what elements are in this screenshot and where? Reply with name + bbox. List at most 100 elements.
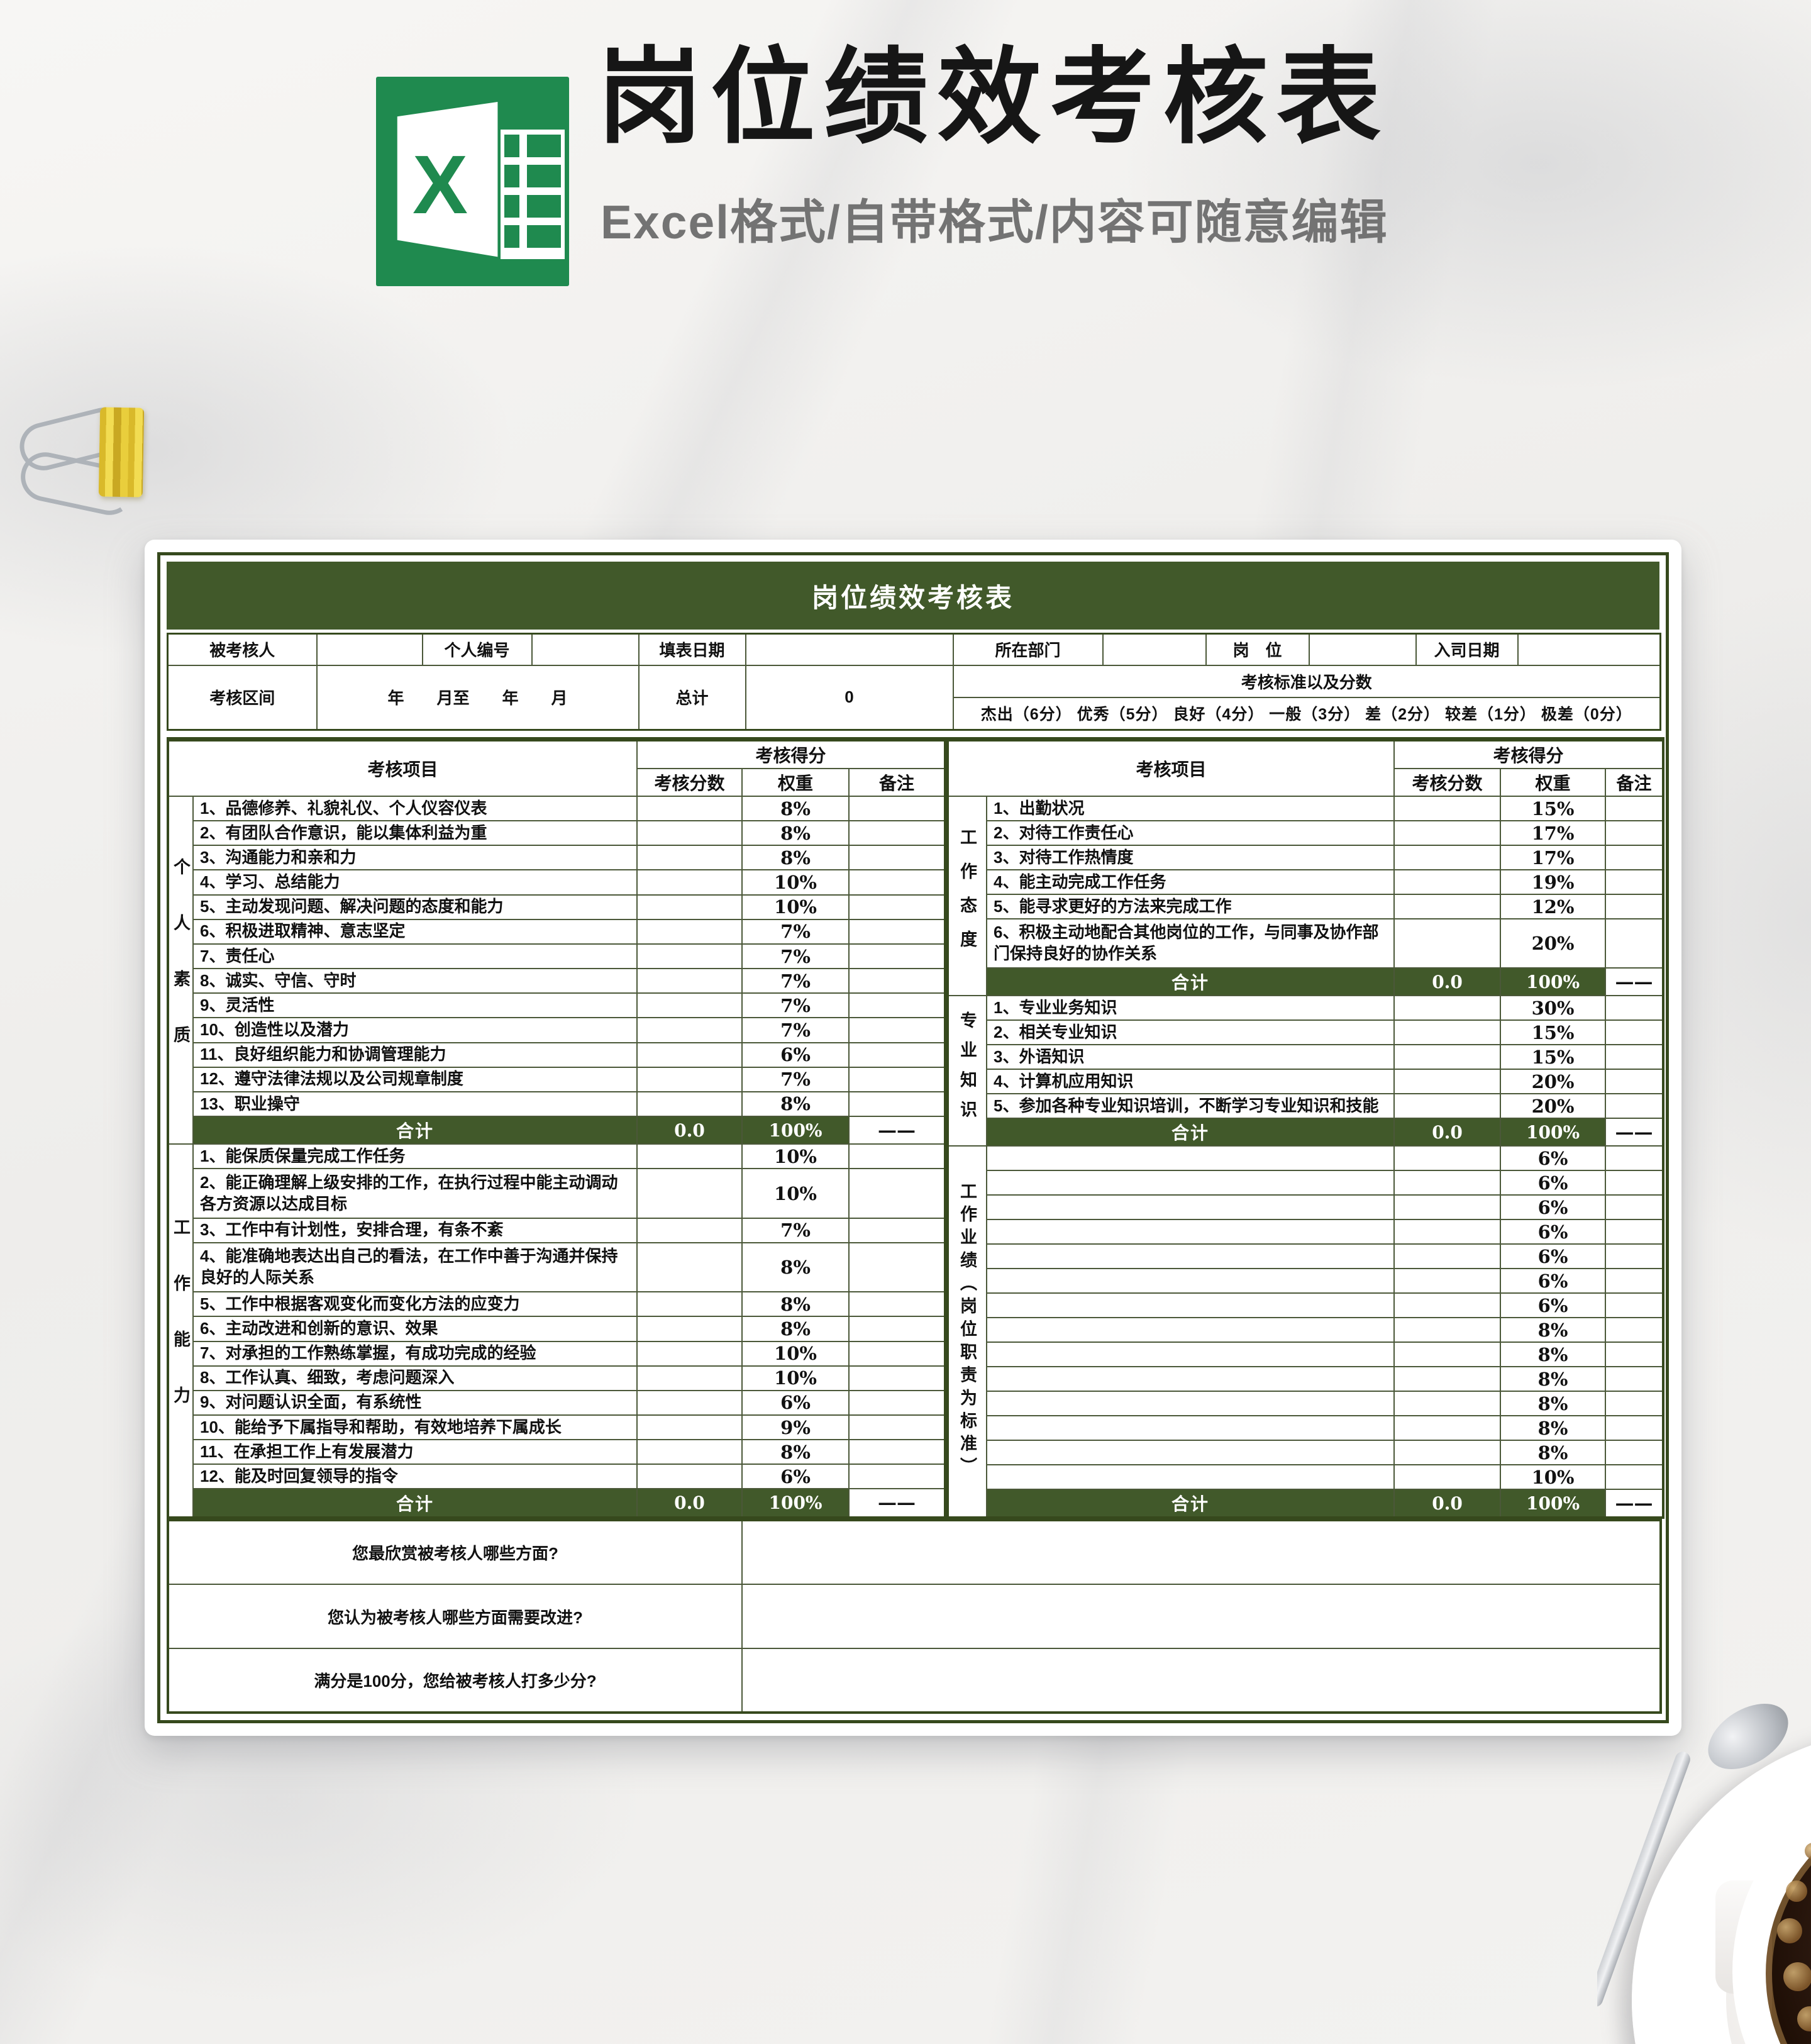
- score-cell[interactable]: [1393, 1069, 1502, 1094]
- score-cell[interactable]: [1393, 1145, 1502, 1171]
- item-cell-blank[interactable]: [986, 1219, 1395, 1245]
- note-cell[interactable]: [1605, 1194, 1664, 1220]
- score-cell[interactable]: [1393, 918, 1502, 969]
- note-cell[interactable]: [848, 992, 946, 1019]
- score-cell[interactable]: [1393, 796, 1502, 821]
- score-cell[interactable]: [1393, 1093, 1502, 1119]
- note-cell[interactable]: [1605, 1145, 1664, 1171]
- note-cell[interactable]: [848, 795, 946, 822]
- score-cell[interactable]: [1393, 995, 1502, 1021]
- score-cell[interactable]: [1393, 1317, 1502, 1343]
- score-cell[interactable]: [636, 1066, 743, 1092]
- score-cell[interactable]: [1393, 1464, 1502, 1490]
- note-cell[interactable]: [1605, 1317, 1664, 1343]
- score-cell[interactable]: [636, 795, 743, 822]
- note-cell[interactable]: [848, 1439, 946, 1465]
- answer-cell[interactable]: [741, 1584, 1661, 1649]
- item-cell-blank[interactable]: [986, 1268, 1395, 1294]
- note-cell[interactable]: [1605, 1292, 1664, 1318]
- score-cell[interactable]: [1393, 1292, 1502, 1318]
- note-cell[interactable]: [848, 820, 946, 847]
- note-cell[interactable]: [848, 968, 946, 994]
- note-cell[interactable]: [1605, 1440, 1664, 1465]
- note-cell[interactable]: [1605, 894, 1664, 919]
- info-value-cell[interactable]: [745, 633, 954, 666]
- note-cell[interactable]: [848, 1066, 946, 1092]
- item-cell-blank[interactable]: [986, 1145, 1395, 1171]
- score-cell[interactable]: [636, 1414, 743, 1441]
- note-cell[interactable]: [1605, 1464, 1664, 1490]
- info-value-cell[interactable]: [316, 633, 423, 666]
- note-cell[interactable]: [848, 894, 946, 920]
- note-cell[interactable]: [1605, 1415, 1664, 1441]
- note-cell[interactable]: [848, 1091, 946, 1118]
- info-value-cell[interactable]: [1517, 633, 1661, 666]
- score-cell[interactable]: [636, 869, 743, 896]
- score-cell[interactable]: [636, 1439, 743, 1465]
- note-cell[interactable]: [1605, 820, 1664, 846]
- score-cell[interactable]: [1393, 894, 1502, 919]
- item-cell-blank[interactable]: [986, 1366, 1395, 1392]
- score-cell[interactable]: [636, 1143, 743, 1170]
- note-cell[interactable]: [848, 1464, 946, 1490]
- answer-cell[interactable]: [741, 1519, 1661, 1585]
- score-cell[interactable]: [636, 1316, 743, 1342]
- info-value-cell[interactable]: [1308, 633, 1417, 666]
- score-cell[interactable]: [636, 1291, 743, 1318]
- note-cell[interactable]: [848, 1316, 946, 1342]
- answer-cell[interactable]: [741, 1648, 1661, 1713]
- note-cell[interactable]: [1605, 1093, 1664, 1119]
- note-cell[interactable]: [848, 1217, 946, 1243]
- score-cell[interactable]: [1393, 1341, 1502, 1367]
- note-cell[interactable]: [848, 869, 946, 896]
- item-cell-blank[interactable]: [986, 1317, 1395, 1343]
- note-cell[interactable]: [1605, 1391, 1664, 1416]
- score-cell[interactable]: [1393, 1366, 1502, 1392]
- score-cell[interactable]: [1393, 1019, 1502, 1045]
- note-cell[interactable]: [1605, 1268, 1664, 1294]
- score-cell[interactable]: [636, 894, 743, 920]
- score-cell[interactable]: [636, 1464, 743, 1490]
- score-cell[interactable]: [636, 992, 743, 1019]
- score-cell[interactable]: [1393, 1044, 1502, 1070]
- score-cell[interactable]: [1393, 1268, 1502, 1294]
- item-cell-blank[interactable]: [986, 1170, 1395, 1196]
- note-cell[interactable]: [1605, 1044, 1664, 1070]
- note-cell[interactable]: [1605, 1219, 1664, 1245]
- score-cell[interactable]: [636, 1241, 743, 1293]
- score-cell[interactable]: [636, 1091, 743, 1118]
- note-cell[interactable]: [1605, 1341, 1664, 1367]
- note-cell[interactable]: [848, 1414, 946, 1441]
- item-cell-blank[interactable]: [986, 1341, 1395, 1367]
- score-cell[interactable]: [636, 918, 743, 945]
- note-cell[interactable]: [848, 1017, 946, 1043]
- note-cell[interactable]: [848, 918, 946, 945]
- note-cell[interactable]: [1605, 1243, 1664, 1269]
- note-cell[interactable]: [848, 1041, 946, 1068]
- note-cell[interactable]: [1605, 845, 1664, 870]
- score-cell[interactable]: [1393, 845, 1502, 870]
- score-cell[interactable]: [636, 1168, 743, 1219]
- note-cell[interactable]: [848, 1365, 946, 1391]
- note-cell[interactable]: [848, 1241, 946, 1293]
- item-cell-blank[interactable]: [986, 1440, 1395, 1465]
- item-cell-blank[interactable]: [986, 1415, 1395, 1441]
- note-cell[interactable]: [1605, 1069, 1664, 1094]
- score-cell[interactable]: [1393, 1440, 1502, 1465]
- score-cell[interactable]: [1393, 1243, 1502, 1269]
- score-cell[interactable]: [1393, 1170, 1502, 1196]
- item-cell-blank[interactable]: [986, 1391, 1395, 1416]
- score-cell[interactable]: [636, 820, 743, 847]
- score-cell[interactable]: [1393, 1415, 1502, 1441]
- score-cell[interactable]: [636, 968, 743, 994]
- item-cell-blank[interactable]: [986, 1292, 1395, 1318]
- score-cell[interactable]: [1393, 820, 1502, 846]
- note-cell[interactable]: [848, 1389, 946, 1416]
- score-cell[interactable]: [636, 1041, 743, 1068]
- item-cell-blank[interactable]: [986, 1194, 1395, 1220]
- period-value-cell[interactable]: 年 月至 年 月: [316, 664, 640, 731]
- info-value-cell[interactable]: [531, 633, 640, 666]
- info-value-cell[interactable]: [1102, 633, 1207, 666]
- score-cell[interactable]: [1393, 1194, 1502, 1220]
- note-cell[interactable]: [1605, 995, 1664, 1021]
